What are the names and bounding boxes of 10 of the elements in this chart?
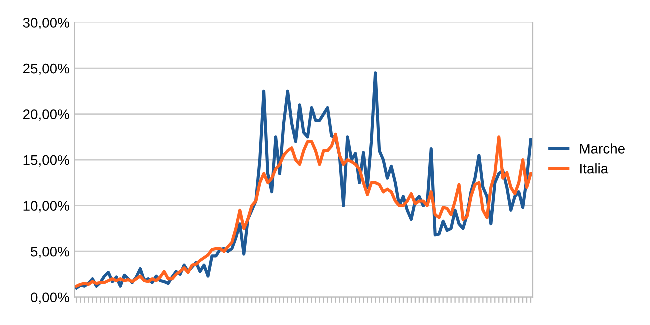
y-tick-label: 20,00% xyxy=(23,110,70,122)
y-tick-label: 30,00% xyxy=(23,18,70,30)
legend-label: Marche xyxy=(580,144,625,154)
legend-label: Italia xyxy=(580,164,609,174)
y-tick-label: 0,00% xyxy=(31,292,70,304)
y-tick-label: 25,00% xyxy=(23,64,70,76)
y-tick-label: 15,00% xyxy=(24,155,70,167)
y-tick-label: 5,00% xyxy=(31,246,70,258)
y-tick-label: 10,00% xyxy=(24,201,70,213)
line-series xyxy=(75,132,533,288)
